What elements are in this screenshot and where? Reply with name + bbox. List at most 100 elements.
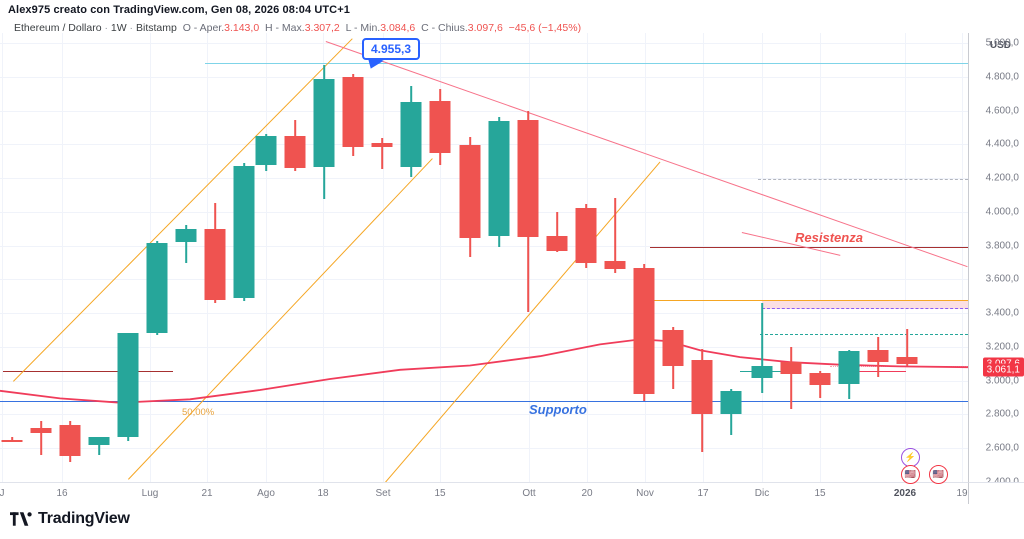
candle-body[interactable] [517, 119, 539, 238]
time-axis[interactable]: J 16 Lug 21 Ago 18 Set 15 Ott 20 Nov 17 Dic 15 2026 19 [0, 482, 968, 505]
green-dashed-level[interactable] [760, 334, 968, 336]
time-tick-label: 16 [56, 488, 68, 499]
price-tooltip[interactable]: 4.955,3 [362, 38, 421, 60]
time-gridline [820, 33, 821, 482]
price-gridline [0, 144, 968, 146]
price-tick-label: 2.600,0 [985, 442, 1019, 454]
candle-body[interactable] [255, 135, 277, 165]
watermark-text: Alex975 creato con TradingView.com, Gen … [8, 4, 350, 16]
legend-low-label: L - Min. [345, 22, 381, 34]
fib-50-level[interactable] [3, 370, 173, 372]
time-tick-label: 17 [697, 488, 709, 499]
candle-body[interactable] [1, 439, 23, 442]
time-tick-label: 18 [317, 488, 329, 499]
time-gridline [266, 33, 267, 482]
candle-body[interactable] [117, 333, 139, 438]
candle-body[interactable] [575, 207, 597, 263]
time-tick-label: Nov [636, 488, 654, 499]
candle-wick [185, 225, 187, 263]
price-gridline [0, 76, 968, 78]
candle-body[interactable] [633, 268, 655, 395]
gray-dashed-level[interactable] [758, 179, 968, 180]
candle-wick [381, 138, 383, 169]
supply-zone-box[interactable] [762, 299, 968, 309]
red-mini-level[interactable] [855, 370, 906, 372]
candle-body[interactable] [175, 228, 197, 243]
legend-interval[interactable]: 1W [110, 22, 127, 34]
candle-body[interactable] [204, 228, 226, 300]
resistenza-label[interactable]: Resistenza [795, 230, 863, 245]
chart-plot-area[interactable]: Resistenza Supporto 50,00% [0, 33, 968, 482]
axis-corner [968, 482, 1024, 505]
support-level[interactable] [0, 400, 968, 402]
candle-wick [556, 211, 558, 253]
time-tick-label: 15 [814, 488, 826, 499]
legend-change-abs: −45,6 [508, 22, 536, 34]
us-flag-badge-2[interactable]: 🇺🇸 [929, 465, 948, 484]
purple-dashed-level[interactable] [762, 308, 968, 310]
price-gridline [0, 43, 968, 45]
tradingview-logo[interactable]: TradingView [10, 510, 130, 528]
time-tick-label: 20 [581, 488, 593, 499]
candle-body[interactable] [488, 120, 510, 236]
candle-body[interactable] [459, 145, 481, 239]
candle-body[interactable] [662, 330, 684, 366]
price-gridline [0, 245, 968, 247]
candle-body[interactable] [429, 100, 451, 153]
price-gridline [0, 380, 968, 382]
legend-high-value: 3.307,2 [304, 22, 340, 34]
time-gridline [440, 33, 441, 482]
time-tick-label: Ago [257, 488, 275, 499]
time-tick-label: Dic [754, 488, 770, 499]
price-tick-label: 3.400,0 [985, 307, 1019, 319]
candle-body[interactable] [371, 142, 393, 147]
candle-body[interactable] [88, 437, 110, 445]
candle-body[interactable] [604, 260, 626, 270]
price-axis[interactable]: USD 5.000,0 4.800,0 4.600,0 4.400,0 4.200,0 4… [968, 33, 1024, 488]
candle-body[interactable] [780, 362, 802, 374]
tradingview-mark-icon [10, 512, 32, 526]
legend-symbol[interactable]: Ethereum / Dollaro [14, 22, 102, 34]
candle-body[interactable] [838, 351, 860, 385]
price-tick-label: 5.000,0 [985, 37, 1019, 49]
price-gridline [0, 279, 968, 281]
candle-body[interactable] [59, 425, 81, 456]
candle-wick [906, 328, 908, 367]
us-flag-badge-1[interactable]: 🇺🇸 [901, 465, 920, 484]
candle-wick [40, 421, 42, 455]
price-tick-label: 3.000,0 [985, 375, 1019, 387]
candle-body[interactable] [896, 356, 918, 365]
candle-body[interactable] [751, 366, 773, 379]
supporto-label[interactable]: Supporto [529, 402, 587, 417]
resistance-level[interactable] [650, 246, 968, 248]
fib-50-label: 50,00% [182, 407, 215, 418]
orange-level[interactable] [650, 299, 968, 301]
candle-wick [614, 197, 616, 273]
price-gridline [0, 110, 968, 112]
legend-exchange[interactable]: Bitstamp [135, 22, 177, 34]
candle-body[interactable] [809, 373, 831, 385]
legend-high-label: H - Max. [265, 22, 305, 34]
candle-body[interactable] [30, 427, 52, 434]
time-gridline [323, 33, 324, 482]
candle-body[interactable] [342, 76, 364, 147]
candle-body[interactable] [867, 350, 889, 363]
price-gridline [0, 313, 968, 315]
time-gridline [645, 33, 646, 482]
time-gridline [762, 33, 763, 482]
candle-body[interactable] [313, 78, 335, 168]
candle-body[interactable] [233, 165, 255, 298]
top-cyan-line[interactable] [205, 63, 968, 65]
price-tick-label: 4.000,0 [985, 206, 1019, 218]
candle-body[interactable] [720, 390, 742, 415]
candle-body[interactable] [146, 243, 168, 333]
moving-average[interactable] [0, 338, 968, 404]
candle-body[interactable] [691, 360, 713, 415]
candle-body[interactable] [284, 135, 306, 169]
candle-body[interactable] [400, 102, 422, 168]
current-price-tag-2[interactable]: 3.061,1 [982, 363, 1024, 377]
time-tick-label: J [0, 488, 5, 499]
time-tick-label: Set [375, 488, 391, 499]
candle-body[interactable] [546, 236, 568, 251]
legend-change-pct: (−1,45%) [538, 22, 582, 34]
